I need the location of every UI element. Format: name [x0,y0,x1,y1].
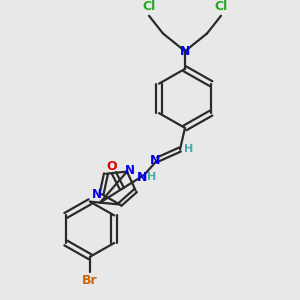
Text: Cl: Cl [142,0,156,14]
Text: O: O [107,160,117,173]
Text: H: H [147,172,157,182]
Text: Cl: Cl [214,0,228,14]
Text: H: H [184,143,194,154]
Text: N: N [180,45,190,58]
Text: Br: Br [82,274,98,287]
Text: N: N [137,171,147,184]
Text: N: N [150,154,160,167]
Text: N: N [92,188,102,201]
Text: N: N [125,164,135,177]
